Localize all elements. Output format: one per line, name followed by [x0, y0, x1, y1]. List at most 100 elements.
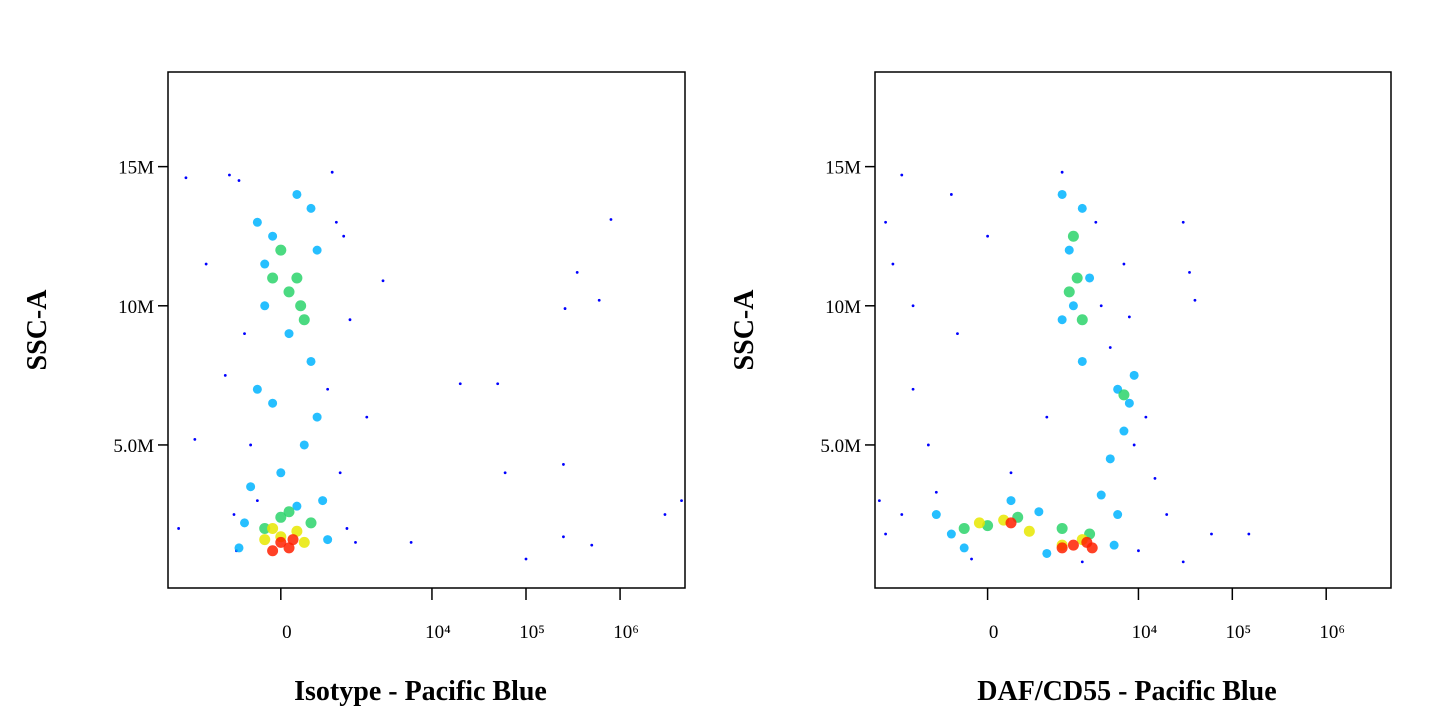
event-dot [1042, 548, 1052, 558]
y-axis-title: SSC-A [729, 289, 760, 371]
event-dot [1064, 245, 1074, 255]
event-dot [1077, 356, 1087, 366]
event-dot [900, 513, 904, 516]
event-dot [184, 176, 188, 180]
x-tick-label: 10⁴ [425, 622, 451, 643]
event-dot [260, 301, 270, 311]
event-dot [1127, 315, 1131, 319]
event-dot [275, 511, 287, 523]
event-dot [1247, 532, 1251, 536]
event-dot [243, 332, 246, 336]
event-dot [284, 329, 294, 339]
event-dot [1023, 525, 1035, 537]
y-tick-label: 15M [118, 158, 154, 179]
event-dot [1045, 415, 1049, 419]
event-dot [934, 490, 938, 494]
event-dot [267, 272, 279, 284]
event-dot [900, 173, 904, 177]
event-dot [1132, 443, 1136, 447]
points [177, 170, 683, 561]
event-dot [330, 170, 334, 174]
x-tick-label: 10⁶ [613, 622, 639, 643]
event-dot [345, 527, 349, 530]
event-dot [237, 179, 241, 182]
event-dot [275, 244, 287, 256]
x-tick-label: 10⁵ [519, 622, 545, 643]
event-dot [563, 307, 567, 310]
event-dot [255, 499, 259, 503]
y-axis-title: SSC-A [22, 289, 53, 371]
event-dot [334, 220, 338, 224]
event-dot [259, 522, 271, 534]
event-dot [1181, 560, 1185, 564]
event-dot [291, 525, 303, 537]
x-axis-title: Isotype - Pacific Blue [294, 676, 547, 707]
event-dot [326, 387, 330, 391]
event-dot [298, 536, 310, 548]
event-dot [252, 384, 262, 394]
event-dot [354, 540, 357, 544]
event-dot [884, 220, 887, 224]
event-dot [306, 203, 316, 213]
event-dot [1005, 517, 1017, 529]
x-tick-label: 0 [282, 622, 292, 643]
event-dot [259, 534, 271, 546]
event-dot [1122, 262, 1126, 266]
event-dot [292, 189, 302, 199]
plot-frame [167, 71, 686, 589]
event-dot [1129, 370, 1139, 380]
event-dot [926, 443, 930, 447]
event-dot [503, 471, 507, 475]
event-dot [283, 286, 295, 298]
event-dot [597, 298, 601, 302]
event-dot [958, 522, 970, 534]
y-tick-label: 5.0M [820, 436, 861, 457]
x-tick-label: 10⁵ [1225, 622, 1251, 643]
event-dot [496, 382, 500, 386]
event-dot [299, 440, 309, 450]
event-dot [1113, 510, 1123, 520]
event-dot [1105, 454, 1115, 464]
event-dot [365, 415, 369, 419]
event-dot [609, 218, 613, 221]
event-dot [877, 499, 881, 503]
points [877, 170, 1251, 564]
event-dot [1067, 230, 1079, 242]
event-dot [1181, 220, 1185, 224]
event-dot [312, 412, 322, 422]
event-dot [204, 262, 208, 266]
event-dot [1057, 189, 1067, 199]
event-dot [246, 482, 256, 492]
event-dot [1077, 203, 1087, 213]
event-dot [946, 529, 956, 539]
event-dot [298, 314, 310, 326]
event-dot [1193, 298, 1197, 302]
event-dot [524, 557, 528, 561]
event-dot [267, 545, 279, 557]
event-dot [911, 304, 915, 308]
event-dot [911, 387, 915, 391]
x-tick-label: 10⁴ [1132, 622, 1158, 643]
event-dot [1094, 220, 1098, 224]
event-dot [1006, 496, 1016, 506]
y-tick-label: 15M [825, 158, 861, 179]
event-dot [590, 543, 594, 547]
event-dot [291, 272, 303, 284]
event-dot [663, 513, 667, 516]
event-dot [1153, 476, 1157, 480]
event-dot [409, 540, 413, 544]
event-dot [249, 443, 253, 447]
event-dot [1086, 542, 1098, 554]
event-dot [1056, 522, 1068, 534]
event-dot [223, 373, 227, 377]
event-dot [1060, 170, 1064, 174]
event-dot [1096, 490, 1106, 500]
event-dot [956, 332, 959, 336]
event-dot [959, 543, 969, 553]
event-dot [1109, 540, 1119, 550]
panel: 5.0M 10M 15M 0 10⁴ 10⁵ 10⁶ DAF/CD55 - Pacific B… [729, 71, 1392, 707]
event-dot [193, 437, 197, 441]
event-dot [1188, 270, 1191, 274]
event-dot [268, 398, 278, 408]
